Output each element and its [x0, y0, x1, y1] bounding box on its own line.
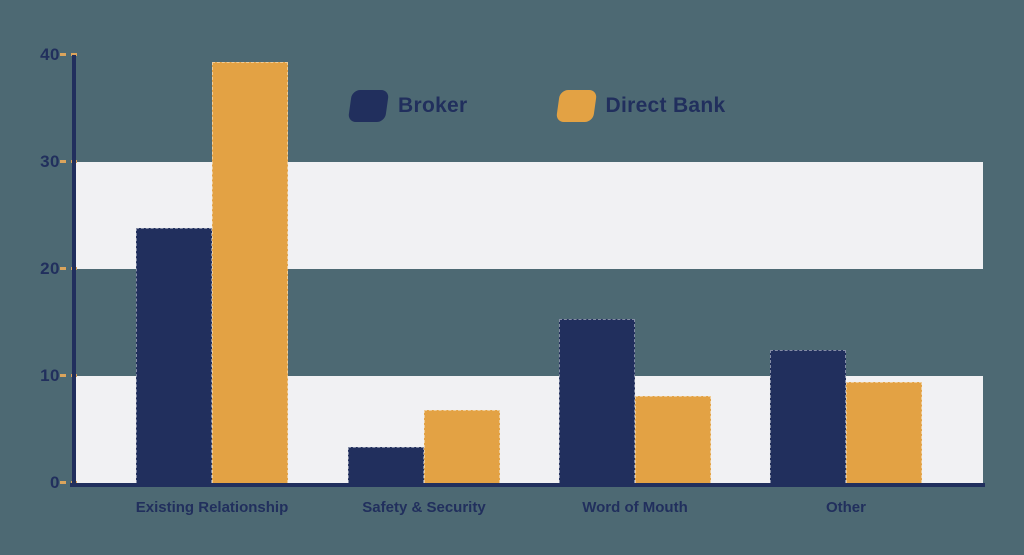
y-axis-line: [72, 55, 76, 487]
bar-direct-bank-safety-security: [424, 410, 500, 483]
y-tick-label-0: 0: [50, 473, 60, 492]
y-tick-mark-20: [60, 267, 77, 270]
x-tick-label-other: Other: [825, 499, 866, 516]
bar-broker-existing-relationship: [136, 228, 212, 483]
y-tick-mark-40: [60, 53, 77, 56]
legend-item-direct-bank: Direct Bank: [555, 90, 726, 122]
bar-direct-bank-other: [846, 382, 922, 483]
y-tick-mark-0: [60, 481, 77, 484]
y-tick-label-30: 30: [40, 152, 60, 171]
legend-item-broker: Broker: [347, 90, 468, 122]
legend-label-broker: Broker: [398, 94, 468, 117]
bar-broker-word-of-mouth: [559, 319, 635, 483]
bar-broker-safety-security: [348, 446, 424, 483]
y-tick-mark-10: [60, 374, 77, 377]
x-tick-label-existing-relationship: Existing Relationship: [135, 499, 289, 516]
bar-direct-bank-existing-relationship: [212, 62, 288, 483]
bar-broker-other: [770, 350, 846, 483]
x-tick-label-word-of-mouth: Word of Mouth: [582, 499, 688, 516]
x-axis-line: [70, 483, 985, 487]
bar-direct-bank-word-of-mouth: [635, 396, 711, 483]
legend-swatch-direct-bank-icon: [555, 90, 597, 122]
y-tick-label-10: 10: [40, 366, 60, 385]
legend: Broker Direct Bank: [347, 90, 726, 122]
x-tick-label-safety-security: Safety & Security: [362, 499, 486, 516]
legend-label-direct-bank: Direct Bank: [605, 94, 726, 117]
y-tick-mark-30: [60, 160, 77, 163]
y-tick-label-40: 40: [40, 45, 60, 64]
legend-swatch-broker-icon: [347, 90, 390, 122]
y-tick-label-20: 20: [40, 259, 60, 278]
